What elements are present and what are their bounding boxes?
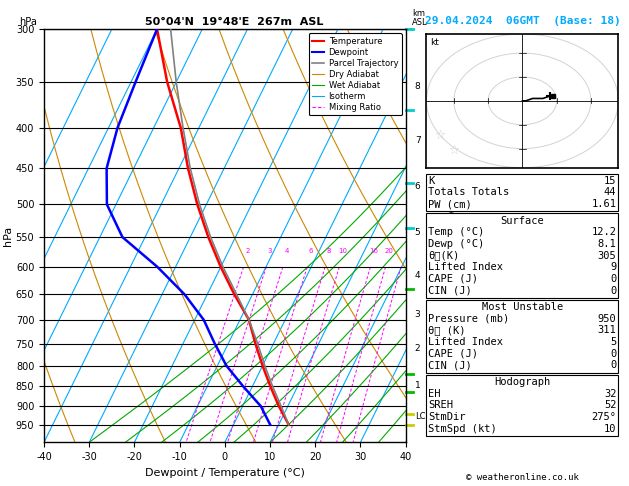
Text: StmDir: StmDir [428, 412, 466, 422]
Text: 275°: 275° [591, 412, 616, 422]
Text: hPa: hPa [19, 17, 36, 27]
Text: 0: 0 [610, 361, 616, 370]
Text: 305: 305 [598, 251, 616, 260]
Legend: Temperature, Dewpoint, Parcel Trajectory, Dry Adiabat, Wet Adiabat, Isotherm, Mi: Temperature, Dewpoint, Parcel Trajectory… [309, 34, 401, 116]
Text: 4: 4 [284, 248, 289, 254]
Text: 29.04.2024  06GMT  (Base: 18): 29.04.2024 06GMT (Base: 18) [425, 16, 620, 26]
Text: 1.61: 1.61 [591, 199, 616, 209]
Text: 44: 44 [604, 188, 616, 197]
Text: Lifted Index: Lifted Index [428, 262, 503, 272]
Text: CIN (J): CIN (J) [428, 286, 472, 295]
Text: 2: 2 [415, 344, 420, 353]
Text: 20: 20 [384, 248, 393, 254]
Text: 0: 0 [610, 274, 616, 284]
Text: Totals Totals: Totals Totals [428, 188, 509, 197]
Text: LCL: LCL [415, 412, 430, 421]
Text: Surface: Surface [501, 216, 544, 226]
Text: Pressure (mb): Pressure (mb) [428, 314, 509, 324]
Text: Most Unstable: Most Unstable [482, 302, 563, 312]
Text: θᴄ (K): θᴄ (K) [428, 326, 466, 335]
Text: 12.2: 12.2 [591, 227, 616, 237]
Text: 5: 5 [415, 227, 421, 237]
Text: 7: 7 [415, 136, 421, 145]
Text: ☆: ☆ [448, 143, 460, 156]
Text: CAPE (J): CAPE (J) [428, 349, 478, 359]
Text: 50°04'N  19°48'E  267m  ASL: 50°04'N 19°48'E 267m ASL [145, 17, 324, 27]
Text: K: K [428, 176, 435, 186]
Text: 2: 2 [245, 248, 250, 254]
Text: 3: 3 [415, 311, 421, 319]
Text: CIN (J): CIN (J) [428, 361, 472, 370]
Text: SREH: SREH [428, 400, 454, 410]
Text: Temp (°C): Temp (°C) [428, 227, 484, 237]
Text: 5: 5 [610, 337, 616, 347]
Text: 15: 15 [604, 176, 616, 186]
Text: 10: 10 [338, 248, 347, 254]
Text: 8: 8 [326, 248, 331, 254]
Text: CAPE (J): CAPE (J) [428, 274, 478, 284]
Text: Hodograph: Hodograph [494, 377, 550, 387]
Text: Lifted Index: Lifted Index [428, 337, 503, 347]
Text: StmSpd (kt): StmSpd (kt) [428, 424, 497, 434]
Text: kt: kt [430, 38, 439, 47]
Text: 311: 311 [598, 326, 616, 335]
Text: 0: 0 [610, 349, 616, 359]
Text: 10: 10 [604, 424, 616, 434]
Text: PW (cm): PW (cm) [428, 199, 472, 209]
Text: EH: EH [428, 389, 441, 399]
X-axis label: Dewpoint / Temperature (°C): Dewpoint / Temperature (°C) [145, 468, 305, 478]
Text: 1: 1 [415, 381, 421, 390]
Text: ☆: ☆ [435, 129, 446, 142]
Text: km
ASL: km ASL [412, 9, 428, 27]
Text: 16: 16 [369, 248, 378, 254]
Text: 0: 0 [610, 286, 616, 295]
Text: 8: 8 [415, 83, 421, 91]
Text: 6: 6 [415, 182, 421, 191]
Y-axis label: hPa: hPa [3, 226, 13, 246]
Text: 9: 9 [610, 262, 616, 272]
Text: θᴄ(K): θᴄ(K) [428, 251, 460, 260]
Text: 32: 32 [604, 389, 616, 399]
Text: Mixing Ratio (g/kg): Mixing Ratio (g/kg) [448, 196, 457, 276]
Text: 3: 3 [268, 248, 272, 254]
Text: Dewp (°C): Dewp (°C) [428, 239, 484, 249]
Text: 950: 950 [598, 314, 616, 324]
Text: 8.1: 8.1 [598, 239, 616, 249]
Text: 52: 52 [604, 400, 616, 410]
Text: 6: 6 [309, 248, 313, 254]
Text: © weatheronline.co.uk: © weatheronline.co.uk [466, 473, 579, 482]
Text: 4: 4 [415, 271, 420, 280]
